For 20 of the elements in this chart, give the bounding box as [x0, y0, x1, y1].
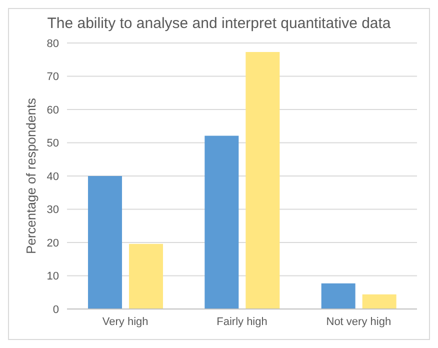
y-tick-label: 0: [52, 304, 59, 316]
y-tick-label: 40: [46, 170, 59, 183]
y-axis-title: Percentage of respondents: [24, 97, 39, 254]
bar: [321, 283, 356, 309]
bar: [246, 52, 280, 309]
x-tick-label: Fairly high: [216, 316, 268, 328]
bar: [362, 294, 396, 309]
y-tick-label: 50: [46, 138, 59, 150]
bar: [129, 244, 163, 309]
x-tick-label: Very high: [102, 316, 148, 328]
y-tick-label: 80: [46, 38, 59, 50]
y-tick-label: 20: [46, 237, 59, 250]
y-tick-label: 30: [46, 204, 59, 216]
bar: [204, 136, 239, 309]
y-tick-label: 70: [46, 71, 59, 84]
bar: [88, 176, 122, 309]
x-tick-label: Not very high: [326, 316, 392, 328]
y-tick-label: 10: [46, 270, 59, 283]
y-tick-label: 60: [46, 104, 59, 116]
chart-title: The ability to analyse and interpret quantitative data: [46, 14, 392, 34]
